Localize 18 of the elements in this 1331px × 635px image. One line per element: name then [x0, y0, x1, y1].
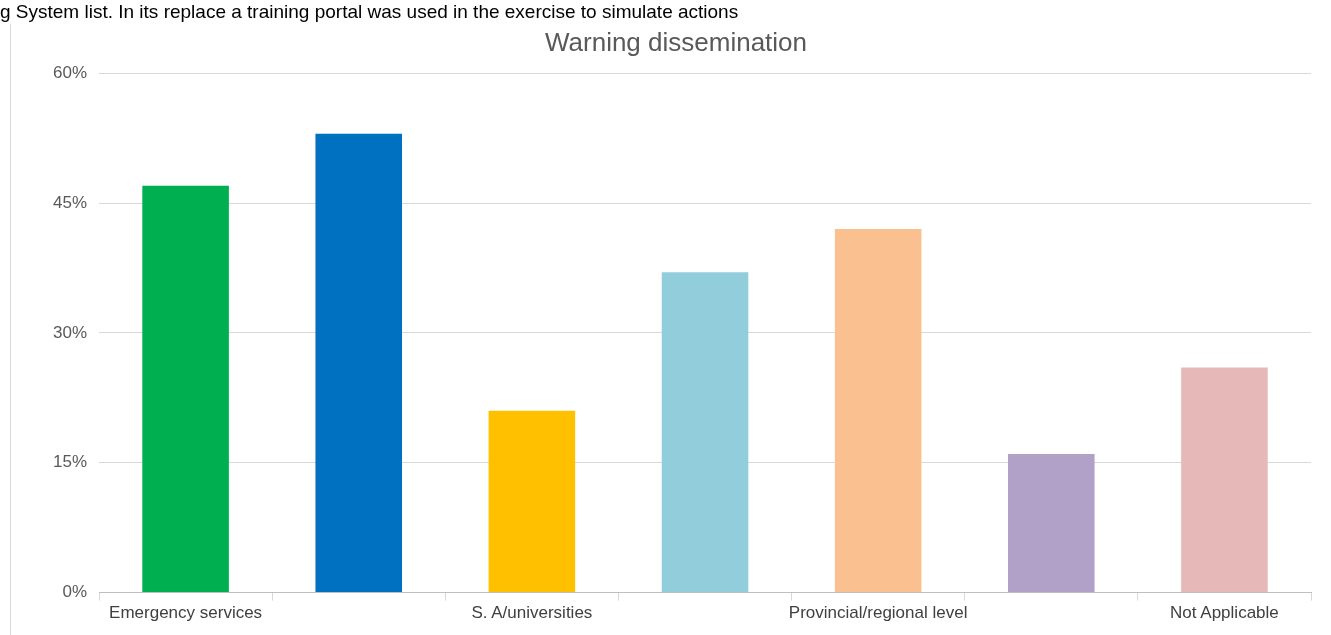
bar: [834, 229, 922, 593]
x-tick-label: Not Applicable: [1170, 603, 1279, 623]
bar: [315, 133, 403, 593]
bar: [1181, 367, 1268, 593]
y-tick-label: 30%: [52, 322, 88, 342]
bar: [488, 410, 576, 593]
chart-title: Warning dissemination: [544, 26, 808, 57]
y-tick-label: 0%: [62, 582, 88, 602]
y-tick-label: 60%: [52, 62, 88, 82]
text: g System list. In its replace a training portal was used in the exercise to simulate actions: [0, 0, 740, 24]
x-tick-label: Emergency services: [109, 603, 263, 623]
bar: [661, 272, 749, 593]
y-tick-label: 45%: [52, 192, 88, 212]
bar: [1008, 454, 1095, 593]
y-tick-label: 15%: [52, 452, 88, 472]
x-tick-label: S. A/universities: [471, 603, 593, 623]
bar: [142, 185, 229, 593]
x-tick-label: Provincial/regional level: [788, 603, 968, 623]
